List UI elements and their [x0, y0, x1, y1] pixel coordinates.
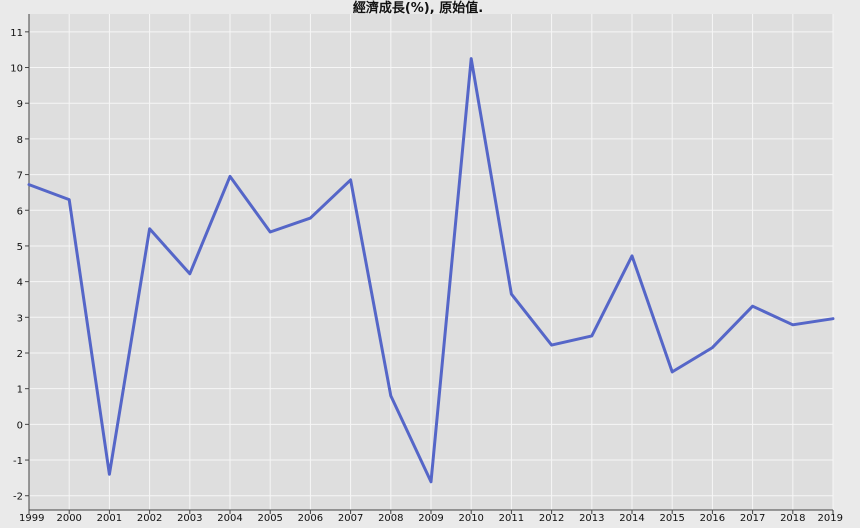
series-line: [27, 57, 835, 484]
x-tick-label: 2010: [458, 513, 483, 524]
y-tick-label: 6: [17, 206, 23, 217]
x-tick-label: 2016: [700, 513, 725, 524]
y-tick-label: 11: [10, 28, 23, 39]
y-tick-label: 1: [17, 385, 23, 396]
y-tick-label: 10: [10, 64, 23, 75]
y-tick-label: -2: [13, 492, 23, 503]
x-tick-label: 2012: [539, 513, 564, 524]
x-tick-label: 2006: [298, 513, 323, 524]
x-tick-label: 2005: [257, 513, 282, 524]
x-tick-label: 2014: [619, 513, 644, 524]
y-tick-label: 9: [17, 99, 23, 110]
x-tick-label: 2015: [659, 513, 684, 524]
y-tick-label: 3: [17, 313, 23, 324]
y-tick-label: 0: [17, 420, 23, 431]
x-tick-label: 2000: [56, 513, 81, 524]
x-tick-label: 2002: [137, 513, 162, 524]
x-tick-label: 2018: [780, 513, 805, 524]
x-tick-label: 2004: [217, 513, 242, 524]
x-tick-label: 2003: [177, 513, 202, 524]
x-tick-label: 2017: [740, 513, 765, 524]
x-tick-label: 2019: [818, 513, 843, 524]
y-tick-label: 2: [17, 349, 23, 360]
y-tick-label: -1: [13, 456, 23, 467]
x-tick-label: 2007: [338, 513, 363, 524]
x-tick-label: 2009: [418, 513, 443, 524]
x-tick-label: 2013: [579, 513, 604, 524]
x-tick-label: 2011: [499, 513, 524, 524]
chart-title: 經濟成長(%), 原始值.: [352, 1, 484, 16]
x-tick-label: 2008: [378, 513, 403, 524]
x-tick-label: 1999: [19, 513, 44, 524]
y-tick-label: 8: [17, 135, 23, 146]
y-tick-label: 4: [17, 278, 23, 289]
y-tick-label: 5: [17, 242, 23, 253]
y-tick-label: 7: [17, 171, 23, 182]
x-tick-label: 2001: [97, 513, 122, 524]
